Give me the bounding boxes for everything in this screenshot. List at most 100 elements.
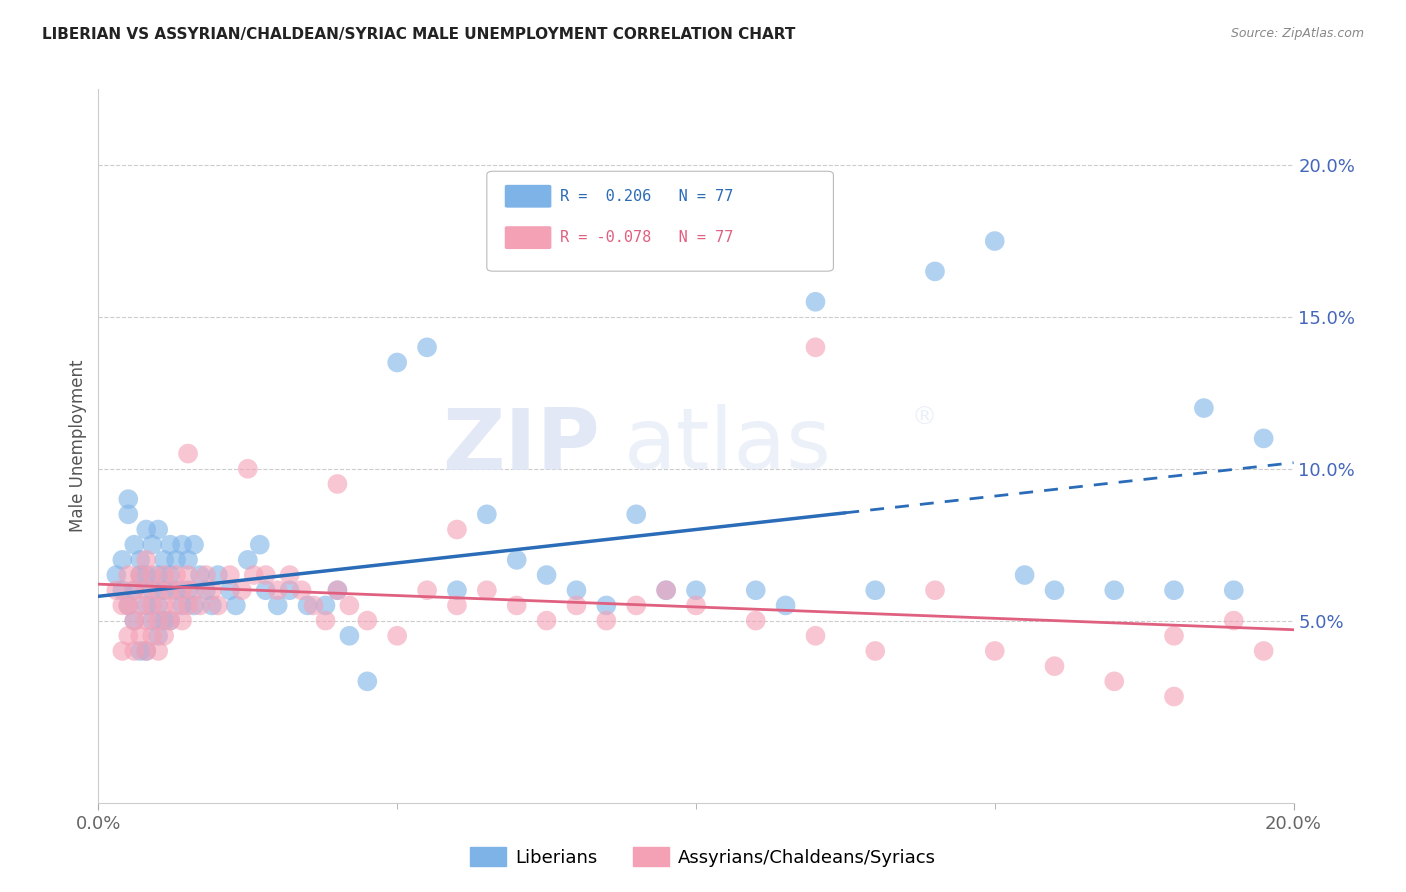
Point <box>172 614 194 628</box>
Point <box>129 568 152 582</box>
Point <box>1014 568 1036 582</box>
Text: atlas: atlas <box>624 404 832 488</box>
Point <box>165 583 187 598</box>
Point <box>1163 690 1185 704</box>
Point <box>195 583 218 598</box>
Point <box>177 583 200 598</box>
Point <box>124 614 146 628</box>
Point <box>135 614 157 628</box>
Point <box>536 614 558 628</box>
Point <box>219 583 242 598</box>
Point <box>201 583 224 598</box>
Point <box>243 568 266 582</box>
Point <box>385 355 409 369</box>
Point <box>148 614 170 628</box>
Point <box>865 644 887 658</box>
Point <box>141 629 163 643</box>
Point <box>135 644 157 658</box>
Point <box>506 553 529 567</box>
Point <box>177 447 200 461</box>
Text: Source: ZipAtlas.com: Source: ZipAtlas.com <box>1230 27 1364 40</box>
Point <box>315 599 337 613</box>
Point <box>124 583 146 598</box>
Point <box>141 614 163 628</box>
Point <box>183 538 205 552</box>
Point <box>804 294 827 309</box>
Point <box>153 629 176 643</box>
Point <box>117 599 139 613</box>
Point <box>135 644 157 658</box>
Point <box>924 264 946 278</box>
Point <box>685 583 707 598</box>
Point <box>141 538 163 552</box>
Point <box>124 538 146 552</box>
Point <box>111 599 134 613</box>
Point <box>865 583 887 598</box>
Point <box>111 553 134 567</box>
Point <box>254 568 277 582</box>
Text: R = -0.078   N = 77: R = -0.078 N = 77 <box>560 230 733 245</box>
Point <box>153 568 176 582</box>
Point <box>984 234 1007 248</box>
Point <box>188 568 211 582</box>
Point <box>655 583 678 598</box>
Point <box>685 599 707 613</box>
Point <box>129 629 152 643</box>
Point <box>326 583 349 598</box>
Point <box>416 583 439 598</box>
Point <box>172 538 194 552</box>
Text: R =  0.206   N = 77: R = 0.206 N = 77 <box>560 189 733 203</box>
Point <box>117 492 139 507</box>
Point <box>117 568 139 582</box>
Point <box>177 553 200 567</box>
Point <box>135 523 157 537</box>
Point <box>172 599 194 613</box>
Point <box>195 568 218 582</box>
Point <box>267 599 290 613</box>
Point <box>326 583 349 598</box>
Point <box>339 629 360 643</box>
Point <box>565 599 588 613</box>
Point <box>159 583 181 598</box>
Point <box>315 614 337 628</box>
Point <box>141 583 163 598</box>
Point <box>111 583 134 598</box>
Point <box>172 583 194 598</box>
Point <box>165 553 187 567</box>
Point <box>148 629 170 643</box>
Point <box>1163 629 1185 643</box>
Point <box>188 599 211 613</box>
Y-axis label: Male Unemployment: Male Unemployment <box>69 359 87 533</box>
Point <box>135 553 157 567</box>
Point <box>416 340 439 354</box>
Point <box>595 599 617 613</box>
Point <box>655 583 678 598</box>
Point <box>129 568 152 582</box>
Point <box>326 477 349 491</box>
Point <box>302 599 325 613</box>
Point <box>475 508 498 522</box>
Point <box>129 553 152 567</box>
Point <box>165 599 187 613</box>
Point <box>278 568 301 582</box>
Point <box>159 568 181 582</box>
Point <box>201 599 224 613</box>
Text: ZIP: ZIP <box>443 404 600 488</box>
Point <box>446 583 468 598</box>
Point <box>254 583 277 598</box>
Point <box>1163 583 1185 598</box>
Point <box>117 629 139 643</box>
Point <box>117 508 139 522</box>
Point <box>1223 583 1246 598</box>
Point <box>129 644 152 658</box>
Point <box>536 568 558 582</box>
Point <box>124 583 146 598</box>
Point <box>1043 659 1066 673</box>
Point <box>626 508 648 522</box>
Point <box>183 583 205 598</box>
Point <box>385 629 409 643</box>
FancyBboxPatch shape <box>505 227 551 249</box>
Point <box>129 599 152 613</box>
Point <box>153 614 176 628</box>
Point <box>177 568 200 582</box>
